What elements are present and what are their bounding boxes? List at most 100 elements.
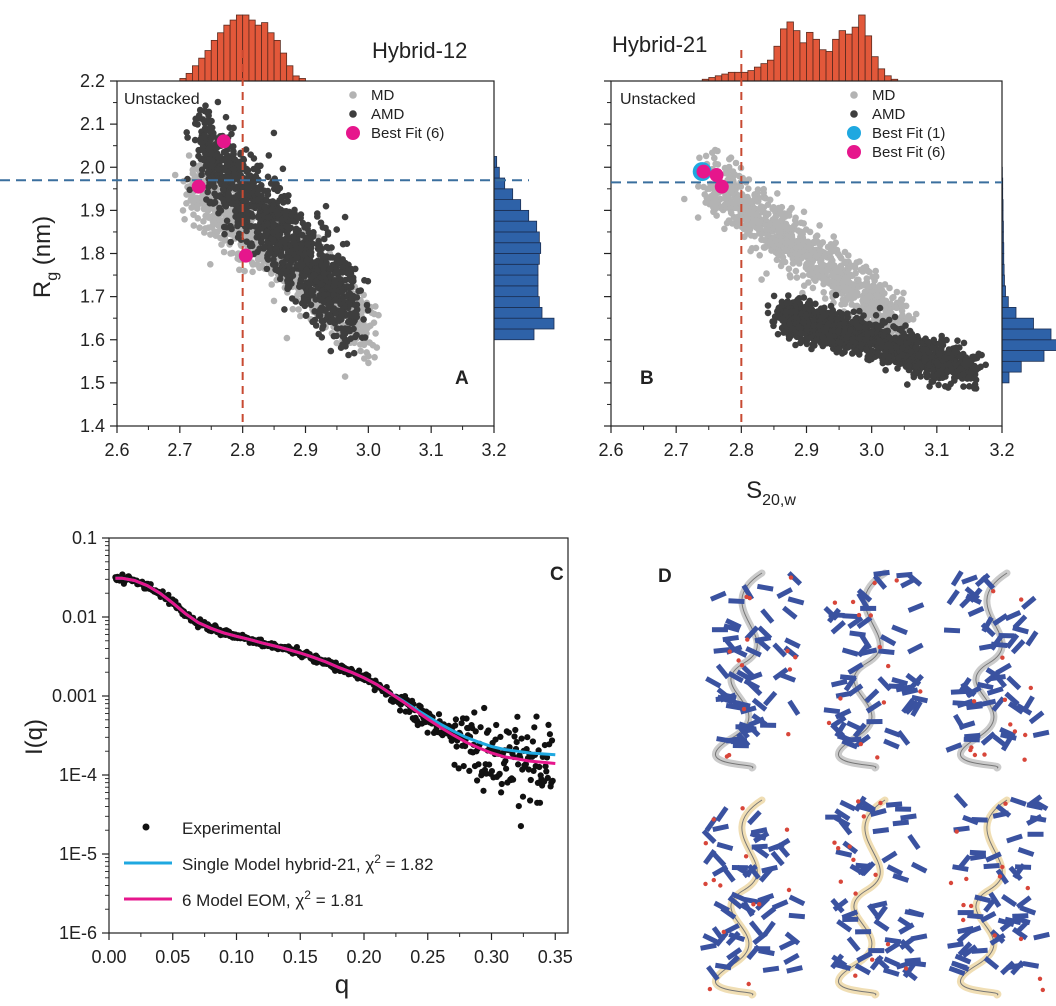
scatter-point: [188, 204, 195, 211]
scatter-point: [264, 229, 271, 236]
scatter-point: [863, 336, 870, 343]
scatter-point: [364, 302, 371, 309]
histogram-bar: [748, 71, 755, 81]
scatter-point: [800, 319, 807, 326]
scatter-point: [223, 158, 230, 165]
scatter-point: [783, 309, 790, 316]
scatter-point: [873, 312, 880, 319]
scatter-point: [271, 130, 278, 137]
scatter-point: [365, 323, 372, 330]
scatter-point: [810, 285, 817, 292]
x-tick-label: 3.1: [419, 440, 444, 460]
scatter-point: [742, 204, 749, 211]
x-tick-label: 3.2: [989, 440, 1014, 460]
scatter-point: [709, 149, 716, 156]
scatter-point: [301, 273, 308, 280]
scatter-point: [696, 155, 703, 162]
scatter-point: [228, 131, 235, 138]
histogram-bar: [274, 40, 280, 81]
scatter-point: [180, 207, 187, 214]
scatter-point: [915, 351, 922, 358]
scatter-point: [297, 260, 304, 267]
scatter-point: [354, 294, 361, 301]
scatter-point: [825, 321, 832, 328]
scatter-point: [209, 158, 216, 165]
x-tick-label: 0.25: [410, 947, 445, 967]
histogram-bar: [494, 254, 539, 265]
scatter-point: [223, 203, 230, 210]
scatter-point: [274, 188, 281, 195]
panel-b-title: Hybrid-21: [612, 32, 707, 57]
scatter-point: [265, 188, 272, 195]
scatter-point: [819, 314, 826, 321]
histogram-bar: [293, 76, 299, 81]
scatter-point: [936, 351, 943, 358]
scatter-point: [353, 332, 360, 339]
scatter-point: [758, 236, 765, 243]
scatter-point: [782, 259, 789, 266]
scatter-point: [807, 229, 814, 236]
scatter-point: [765, 211, 772, 218]
scatter-point: [192, 120, 199, 127]
scatter-point: [828, 254, 835, 261]
scatter-point: [200, 218, 207, 225]
x-tick-label: 3.1: [924, 440, 949, 460]
scatter-point: [315, 246, 322, 253]
scatter-point: [195, 153, 202, 160]
legend-marker: [850, 110, 858, 118]
scatter-point: [913, 311, 920, 318]
scatter-point: [876, 338, 883, 345]
scatter-point: [875, 324, 882, 331]
scatter-point: [327, 265, 334, 272]
histogram-bar: [754, 67, 761, 81]
scatter-point: [319, 325, 326, 332]
legend-marker: [847, 126, 861, 140]
histogram-bar: [249, 20, 255, 81]
scatter-point: [880, 332, 887, 339]
scatter-point: [726, 156, 733, 163]
scatter-point: [835, 274, 842, 281]
scatter-point: [774, 190, 781, 197]
scatter-point: [199, 146, 206, 153]
y-tick-label: 1.5: [80, 373, 105, 393]
scatter-point: [963, 361, 970, 368]
scatter-point: [203, 196, 210, 203]
scatter-point: [310, 229, 317, 236]
scatter-point: [822, 295, 829, 302]
scatter-point: [775, 306, 782, 313]
scatter-point: [853, 259, 860, 266]
scatter-point: [206, 109, 213, 116]
scatter-point: [281, 306, 288, 313]
x-tick-label: 0.05: [155, 947, 190, 967]
scatter-point: [793, 298, 800, 305]
scatter-point: [786, 208, 793, 215]
scatter-point: [751, 192, 758, 199]
x-tick-label: 2.6: [598, 440, 623, 460]
legend-label: Best Fit (1): [872, 125, 945, 142]
scatter-point: [186, 152, 193, 159]
scatter-point: [297, 313, 304, 320]
scatter-point: [294, 214, 301, 221]
scatter-point: [828, 303, 835, 310]
scatter-point: [957, 353, 964, 360]
histogram-bar: [205, 51, 211, 81]
scatter-point: [785, 292, 792, 299]
scatter-point: [833, 292, 840, 299]
scatter-point: [339, 289, 346, 296]
scatter-point: [342, 373, 349, 380]
x-tick-label: 2.6: [104, 440, 129, 460]
scatter-point: [798, 220, 805, 227]
scatter-point: [856, 308, 863, 315]
scatter-point: [816, 222, 823, 229]
scatter-point: [244, 238, 251, 245]
legend-label: MD: [371, 87, 394, 104]
histogram-bar: [199, 58, 205, 81]
scatter-point: [223, 114, 230, 121]
legend-label: AMD: [872, 106, 906, 123]
scatter-point: [261, 244, 268, 251]
scatter-point: [765, 310, 772, 317]
scatter-point: [784, 300, 791, 307]
scatter-point: [221, 249, 228, 256]
scatter-point: [943, 355, 950, 362]
histogram-bar: [728, 72, 735, 81]
